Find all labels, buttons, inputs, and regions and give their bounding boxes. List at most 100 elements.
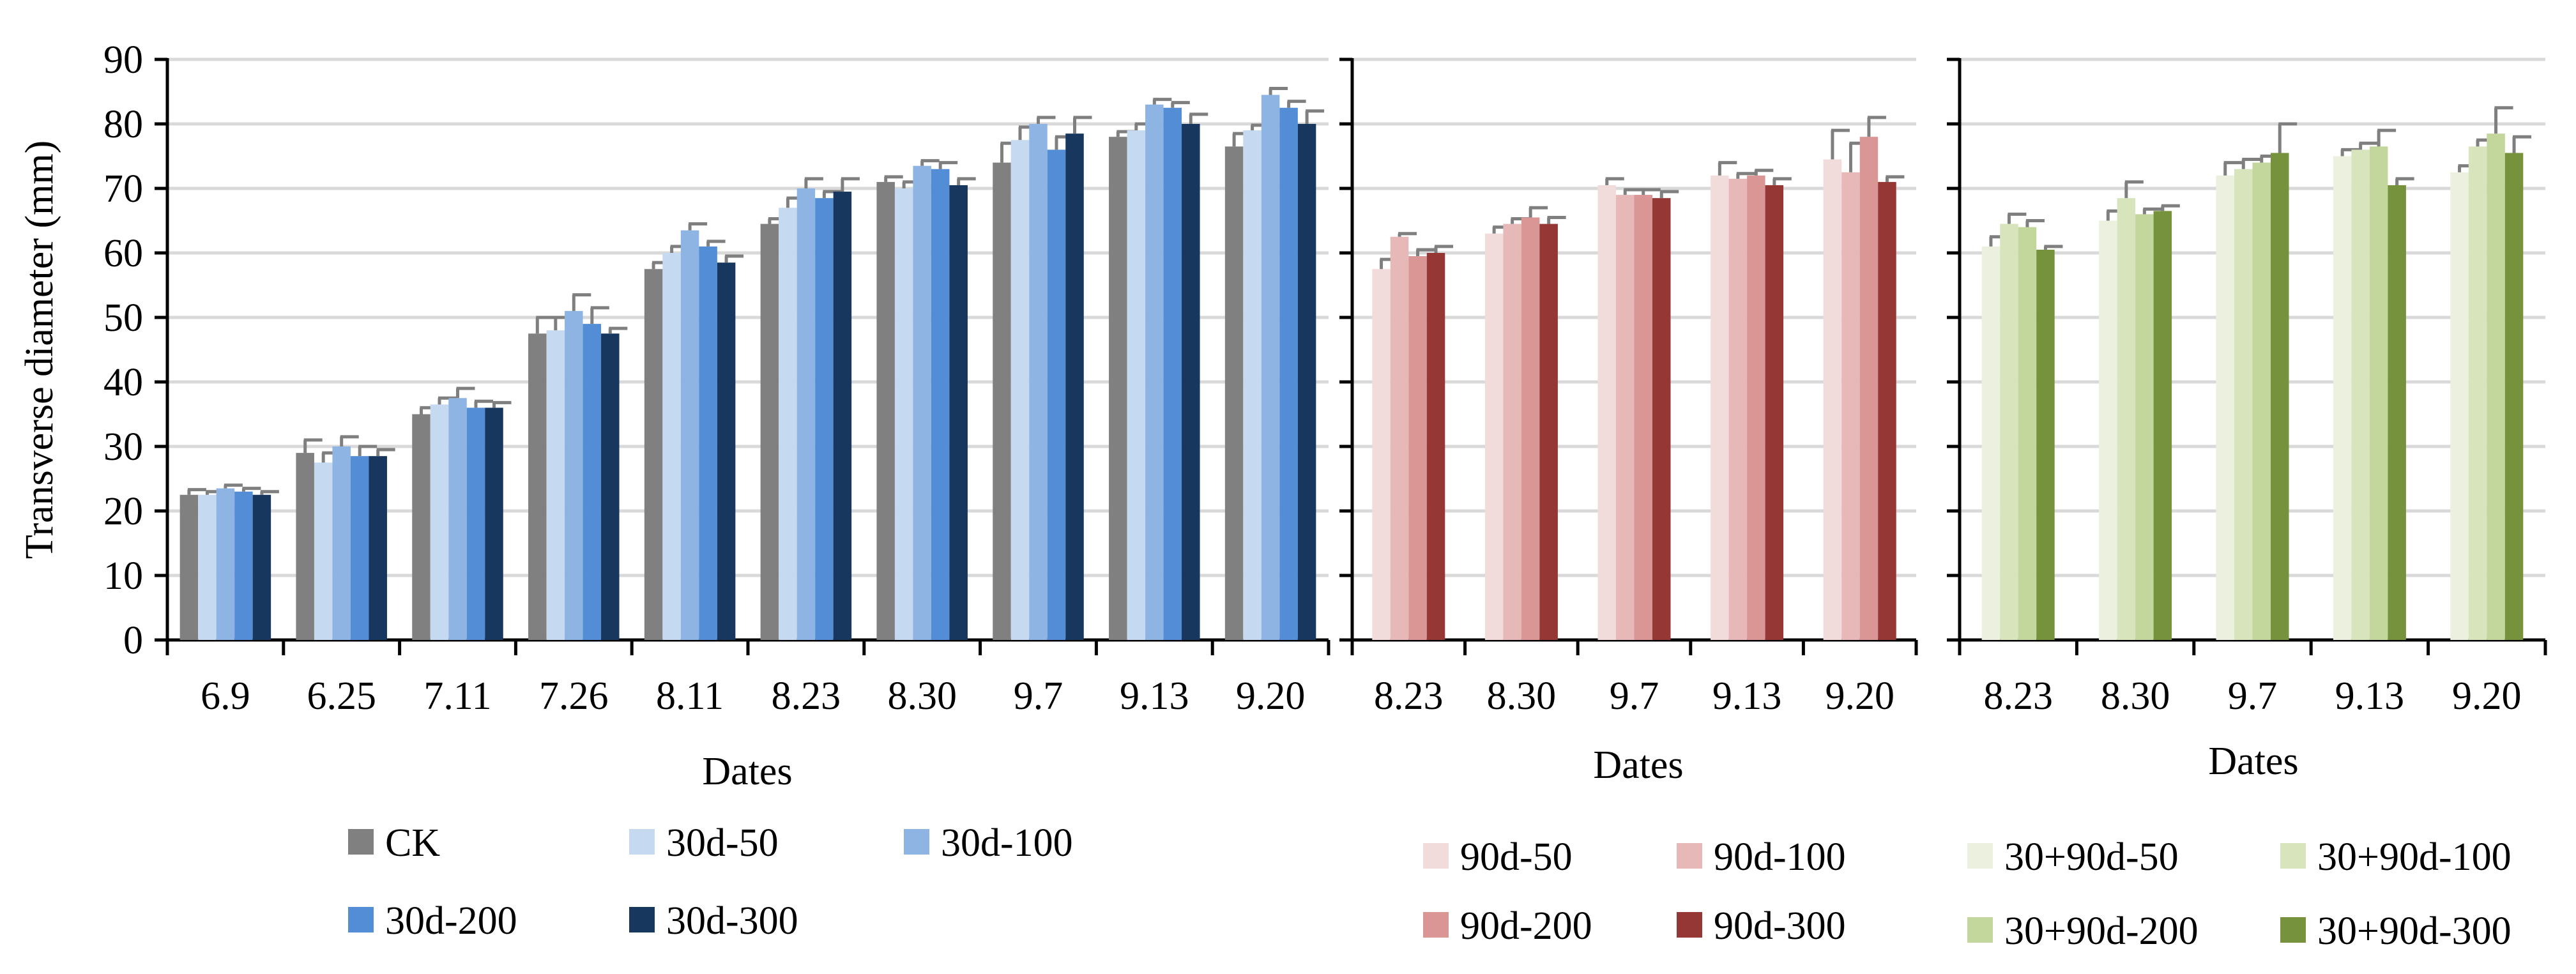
- legend-label: 30d-200: [385, 899, 517, 943]
- legend-swatch: [2280, 843, 2306, 869]
- legend-label: 90d-100: [1714, 835, 1846, 879]
- bar: [2487, 133, 2505, 640]
- legend-label: 30+90d-300: [2317, 909, 2511, 953]
- x-tick-label: 8.30: [1487, 674, 1557, 718]
- y-axis-title: Transverse diameter (mm): [18, 141, 61, 559]
- x-axis-title: Dates: [1593, 743, 1683, 787]
- x-tick-label: 9.20: [1825, 674, 1894, 718]
- chart-panel-3: 8.23 8.30 9.7 9.13 9.20 Dates 30+90d-50 30+90d-…: [1947, 57, 2547, 953]
- bar: [412, 414, 431, 640]
- bar: [931, 169, 950, 640]
- bar: [833, 192, 852, 640]
- bar: [466, 407, 485, 640]
- bar: [1711, 175, 1729, 640]
- y-tick-label: 20: [103, 490, 143, 533]
- legend-label: 30+90d-100: [2317, 835, 2511, 879]
- legend-swatch: [1967, 917, 1993, 943]
- bar: [1634, 195, 1652, 641]
- bar: [680, 230, 699, 640]
- legend-swatch: [1423, 912, 1449, 938]
- bar: [448, 398, 467, 640]
- bar: [1878, 181, 1896, 640]
- bar: [1145, 104, 1164, 640]
- bar: [815, 198, 834, 640]
- bar: [1372, 269, 1391, 640]
- x-tick-label: 8.30: [2101, 674, 2170, 718]
- legend-label: 90d-200: [1460, 904, 1592, 948]
- y-tick-label: 70: [103, 167, 143, 211]
- bar: [644, 269, 663, 640]
- legend-swatch: [1677, 912, 1702, 938]
- bar: [1029, 124, 1048, 640]
- x-tick-label: 6.25: [307, 674, 376, 718]
- bar: [1279, 107, 1298, 640]
- y-tick-label: 0: [123, 619, 143, 662]
- legend-label: 30d-300: [666, 899, 798, 943]
- legend-swatch: [1967, 843, 1993, 869]
- chart-panel-2: 8.23 8.30 9.7 9.13 9.20 Dates 90d-50 90d-100 90d…: [1339, 57, 1918, 948]
- bar: [2468, 146, 2487, 641]
- y-tick-label: 40: [103, 361, 143, 404]
- bar: [583, 324, 602, 640]
- legend-swatch: [904, 829, 929, 855]
- bar: [179, 494, 199, 640]
- x-axis-title: Dates: [702, 750, 792, 793]
- bar: [430, 404, 449, 640]
- bar: [296, 453, 314, 640]
- bar: [760, 224, 779, 640]
- bar: [1539, 224, 1558, 640]
- bar: [1261, 95, 1280, 641]
- bar: [2369, 146, 2388, 641]
- y-tick-label: 90: [103, 38, 143, 82]
- bar: [2099, 220, 2117, 640]
- legend-swatch: [348, 907, 374, 932]
- chart-panel-1: 0 10 20 30 40 50 60 70 80 90 Transverse diameter (…: [18, 38, 1330, 943]
- bar: [198, 494, 217, 640]
- bar: [2216, 175, 2234, 640]
- y-tick-label: 60: [103, 232, 143, 275]
- x-axis-title: Dates: [2208, 740, 2298, 783]
- x-tick-label: 7.26: [539, 674, 609, 718]
- bar: [2018, 227, 2037, 641]
- bar: [1010, 140, 1030, 640]
- x-tick-label: 7.11: [423, 674, 491, 718]
- bar: [1390, 236, 1409, 640]
- bar: [1747, 175, 1765, 640]
- bar: [1163, 107, 1182, 640]
- x-tick-label: 8.23: [1983, 674, 2053, 718]
- bar: [216, 488, 235, 640]
- bar: [1616, 195, 1635, 641]
- legend-label: 30+90d-200: [2004, 909, 2199, 953]
- x-tick-label: 9.13: [1120, 674, 1189, 718]
- legend-label: 30d-100: [941, 821, 1073, 865]
- bar: [1484, 233, 1504, 640]
- bar: [1127, 130, 1146, 641]
- legend-swatch: [1423, 843, 1449, 869]
- legend-label: 90d-50: [1460, 835, 1573, 879]
- bar: [565, 310, 583, 640]
- bar: [601, 333, 620, 640]
- bar: [699, 246, 717, 640]
- x-tick-label: 8.23: [772, 674, 841, 718]
- bar: [2271, 153, 2289, 640]
- bar: [2036, 249, 2055, 640]
- legend-label: 90d-300: [1714, 904, 1846, 948]
- bar: [1182, 124, 1200, 640]
- bar: [314, 462, 333, 640]
- bar: [2135, 214, 2154, 640]
- x-tick-label: 9.20: [2452, 674, 2522, 718]
- x-tick-label: 9.13: [2335, 674, 2405, 718]
- legend-label: CK: [385, 821, 440, 865]
- y-tick-label: 10: [103, 554, 143, 598]
- bar: [332, 446, 351, 640]
- legend-swatch: [1677, 843, 1702, 869]
- bar: [234, 491, 253, 640]
- bar: [2252, 162, 2271, 641]
- bar: [1109, 137, 1127, 640]
- bar: [1047, 149, 1066, 640]
- bar: [1765, 185, 1784, 640]
- bar: [779, 208, 797, 640]
- x-tick-label: 8.30: [887, 674, 957, 718]
- bar: [1841, 172, 1860, 640]
